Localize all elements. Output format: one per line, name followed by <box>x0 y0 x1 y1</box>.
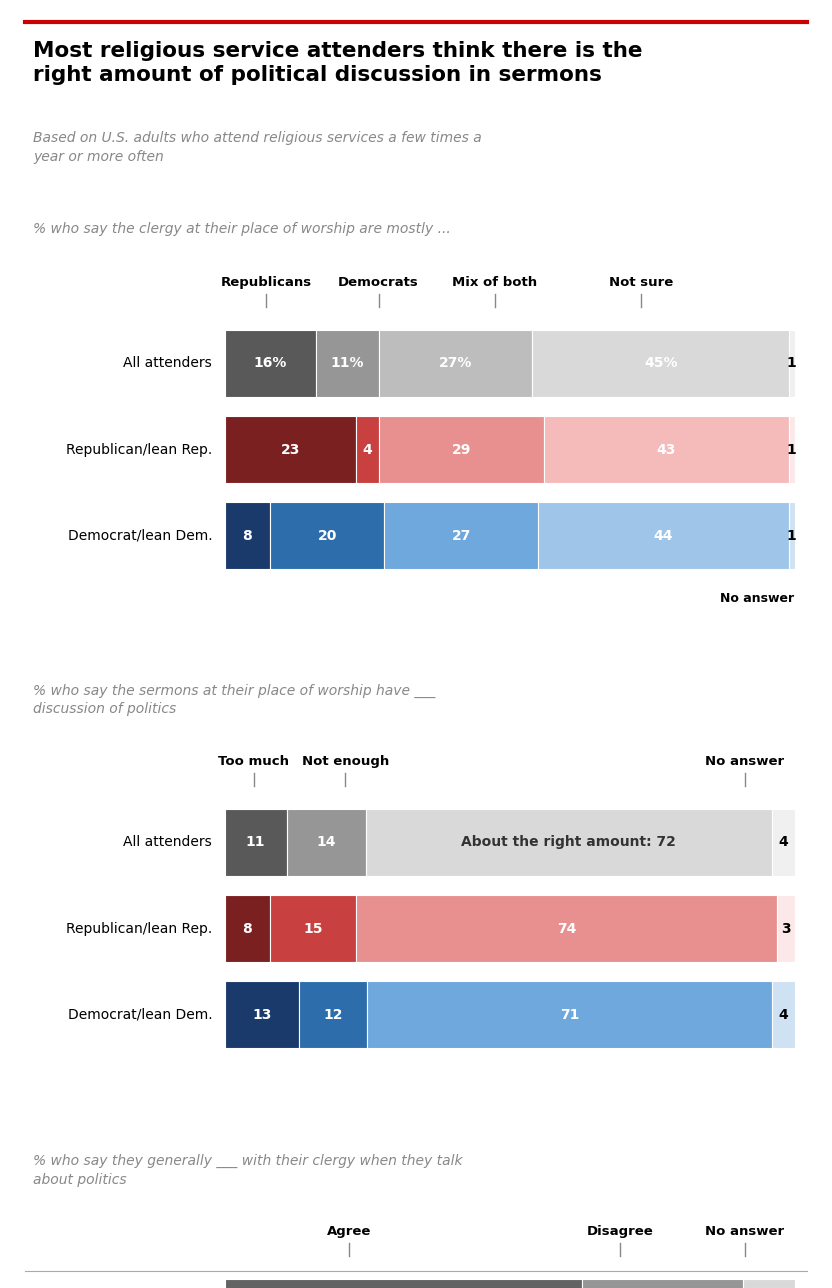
Text: 43: 43 <box>656 443 676 456</box>
Text: 1: 1 <box>787 443 796 456</box>
Text: Democrats: Democrats <box>338 276 419 289</box>
Text: 15: 15 <box>303 922 323 935</box>
FancyBboxPatch shape <box>316 330 379 397</box>
FancyBboxPatch shape <box>366 809 772 876</box>
FancyBboxPatch shape <box>379 330 532 397</box>
Text: % who say the sermons at their place of worship have ___
discussion of politics: % who say the sermons at their place of … <box>33 684 436 716</box>
Text: No answer: No answer <box>705 755 785 768</box>
FancyBboxPatch shape <box>772 981 795 1048</box>
FancyBboxPatch shape <box>582 1279 743 1288</box>
Text: % who say they generally ___ with their clergy when they talk
about politics: % who say they generally ___ with their … <box>33 1154 463 1186</box>
Text: 4: 4 <box>362 443 372 456</box>
FancyBboxPatch shape <box>270 502 384 569</box>
Text: Republicans: Republicans <box>220 276 312 289</box>
FancyBboxPatch shape <box>299 981 367 1048</box>
Text: 1: 1 <box>787 529 796 542</box>
Text: All attenders: All attenders <box>123 357 212 370</box>
Text: 14: 14 <box>316 836 336 849</box>
FancyBboxPatch shape <box>538 502 789 569</box>
FancyBboxPatch shape <box>225 330 316 397</box>
Text: No answer: No answer <box>705 1225 785 1238</box>
Text: 11: 11 <box>246 836 265 849</box>
Text: Most religious service attenders think there is the
right amount of political di: Most religious service attenders think t… <box>33 41 643 85</box>
FancyBboxPatch shape <box>356 895 777 962</box>
FancyBboxPatch shape <box>777 895 795 962</box>
FancyBboxPatch shape <box>789 330 795 397</box>
Text: Not enough: Not enough <box>302 755 389 768</box>
Text: 23: 23 <box>280 443 300 456</box>
Text: 4: 4 <box>779 836 788 849</box>
FancyBboxPatch shape <box>356 416 379 483</box>
FancyBboxPatch shape <box>225 1279 582 1288</box>
Text: 16%: 16% <box>254 357 287 370</box>
Text: Democrat/lean Dem.: Democrat/lean Dem. <box>67 529 212 542</box>
Text: Based on U.S. adults who attend religious services a few times a
year or more of: Based on U.S. adults who attend religiou… <box>33 131 482 164</box>
Text: 27: 27 <box>452 529 471 542</box>
FancyBboxPatch shape <box>384 502 538 569</box>
Text: 11%: 11% <box>330 357 364 370</box>
Text: 44: 44 <box>654 529 673 542</box>
Text: 13: 13 <box>252 1009 271 1021</box>
Text: Republican/lean Rep.: Republican/lean Rep. <box>66 922 212 935</box>
FancyBboxPatch shape <box>532 330 789 397</box>
FancyBboxPatch shape <box>544 416 789 483</box>
FancyBboxPatch shape <box>225 502 270 569</box>
FancyBboxPatch shape <box>772 809 795 876</box>
FancyBboxPatch shape <box>270 895 356 962</box>
Text: 8: 8 <box>243 529 252 542</box>
FancyBboxPatch shape <box>225 416 356 483</box>
Text: 8: 8 <box>243 922 252 935</box>
Text: 45%: 45% <box>644 357 677 370</box>
FancyBboxPatch shape <box>287 809 366 876</box>
FancyBboxPatch shape <box>367 981 772 1048</box>
Text: 1: 1 <box>787 357 796 370</box>
Text: Disagree: Disagree <box>587 1225 653 1238</box>
Text: 4: 4 <box>778 1009 788 1021</box>
Text: All attenders: All attenders <box>123 836 212 849</box>
Text: Republican/lean Rep.: Republican/lean Rep. <box>66 443 212 456</box>
Text: About the right amount: 72: About the right amount: 72 <box>462 836 676 849</box>
FancyBboxPatch shape <box>225 895 270 962</box>
FancyBboxPatch shape <box>789 502 795 569</box>
Text: No answer: No answer <box>721 592 795 605</box>
Text: Too much: Too much <box>218 755 290 768</box>
FancyBboxPatch shape <box>789 416 795 483</box>
Text: Agree: Agree <box>327 1225 372 1238</box>
Text: 74: 74 <box>557 922 577 935</box>
Text: Mix of both: Mix of both <box>453 276 537 289</box>
Text: 20: 20 <box>318 529 337 542</box>
Text: 3: 3 <box>781 922 791 935</box>
Text: 71: 71 <box>560 1009 579 1021</box>
FancyBboxPatch shape <box>225 981 299 1048</box>
FancyBboxPatch shape <box>743 1279 795 1288</box>
Text: 27%: 27% <box>438 357 472 370</box>
FancyBboxPatch shape <box>225 809 287 876</box>
Text: 29: 29 <box>452 443 471 456</box>
Text: Not sure: Not sure <box>608 276 673 289</box>
Text: 12: 12 <box>323 1009 343 1021</box>
Text: Democrat/lean Dem.: Democrat/lean Dem. <box>67 1009 212 1021</box>
FancyBboxPatch shape <box>379 416 544 483</box>
Text: % who say the clergy at their place of worship are mostly ...: % who say the clergy at their place of w… <box>33 222 451 236</box>
